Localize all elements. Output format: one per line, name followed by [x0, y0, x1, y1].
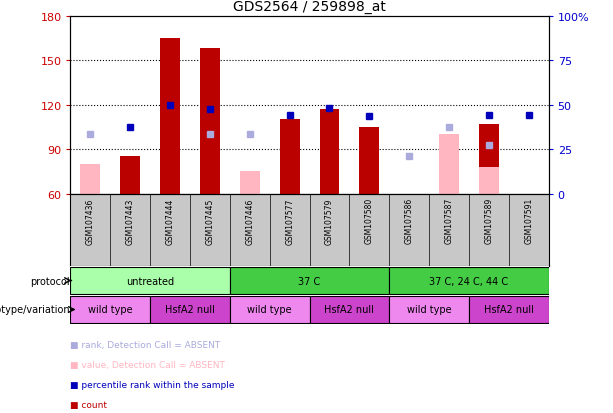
- Bar: [389, 267, 549, 295]
- Text: HsfA2 null: HsfA2 null: [484, 305, 534, 315]
- Text: 37 C: 37 C: [299, 276, 321, 286]
- Text: GSM107591: GSM107591: [524, 198, 533, 244]
- Bar: [469, 296, 549, 324]
- Text: protocol: protocol: [30, 276, 70, 286]
- Text: GSM107589: GSM107589: [484, 198, 493, 244]
- Text: GSM107579: GSM107579: [325, 198, 334, 244]
- Title: GDS2564 / 259898_at: GDS2564 / 259898_at: [233, 0, 386, 14]
- Bar: [310, 296, 389, 324]
- Text: wild type: wild type: [407, 305, 451, 315]
- Text: GSM107577: GSM107577: [285, 198, 294, 244]
- Text: HsfA2 null: HsfA2 null: [165, 305, 215, 315]
- Text: GSM107436: GSM107436: [86, 198, 95, 244]
- Bar: [70, 267, 230, 295]
- Bar: [150, 296, 230, 324]
- Text: GSM107446: GSM107446: [245, 198, 254, 244]
- Text: GSM107580: GSM107580: [365, 198, 374, 244]
- Text: ■ count: ■ count: [70, 400, 107, 409]
- Bar: [240, 172, 260, 194]
- Text: GSM107445: GSM107445: [205, 198, 215, 244]
- Text: ■ rank, Detection Call = ABSENT: ■ rank, Detection Call = ABSENT: [70, 340, 221, 349]
- Bar: [479, 125, 499, 194]
- Bar: [230, 296, 310, 324]
- Text: wild type: wild type: [248, 305, 292, 315]
- Bar: [439, 135, 459, 194]
- Text: wild type: wild type: [88, 305, 132, 315]
- Text: ■ percentile rank within the sample: ■ percentile rank within the sample: [70, 380, 235, 389]
- Text: 37 C, 24 C, 44 C: 37 C, 24 C, 44 C: [429, 276, 509, 286]
- Text: GSM107586: GSM107586: [405, 198, 414, 244]
- Bar: [230, 267, 389, 295]
- Bar: [160, 39, 180, 194]
- Text: untreated: untreated: [126, 276, 174, 286]
- Bar: [389, 296, 469, 324]
- Text: GSM107443: GSM107443: [126, 198, 135, 244]
- Bar: [359, 128, 379, 194]
- Text: HsfA2 null: HsfA2 null: [324, 305, 375, 315]
- Bar: [479, 167, 499, 194]
- Bar: [200, 49, 220, 194]
- Text: ■ value, Detection Call = ABSENT: ■ value, Detection Call = ABSENT: [70, 360, 226, 369]
- Text: genotype/variation: genotype/variation: [0, 305, 70, 315]
- Bar: [80, 164, 101, 194]
- Text: GSM107587: GSM107587: [444, 198, 454, 244]
- Text: GSM107444: GSM107444: [166, 198, 175, 244]
- Bar: [120, 157, 140, 194]
- Bar: [319, 110, 340, 194]
- Bar: [70, 296, 150, 324]
- Bar: [280, 120, 300, 194]
